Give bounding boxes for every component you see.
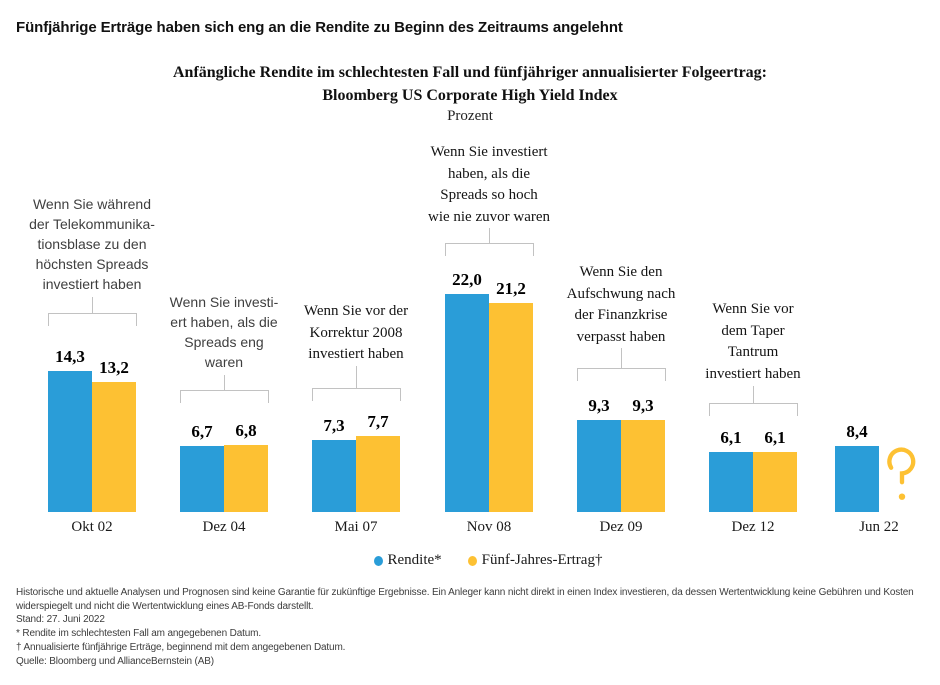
value-label-jun-22-0: 8,4 bbox=[846, 422, 868, 441]
x-axis-label-dez-04: Dez 04 bbox=[202, 519, 246, 535]
bracket-tick-right-dez-12 bbox=[797, 403, 798, 416]
value-label-nov-08-1: 21,2 bbox=[496, 279, 526, 298]
bracket-bar-nov-08 bbox=[445, 243, 533, 244]
value-label-okt-02-1: 13,2 bbox=[99, 358, 129, 377]
source-line: Quelle: Bloomberg und AllianceBernstein … bbox=[16, 655, 214, 667]
bracket-tick-left-mai-07 bbox=[312, 388, 313, 401]
bracket-bar-dez-09 bbox=[577, 368, 665, 369]
bracket-stem-mai-07 bbox=[356, 366, 357, 388]
disclaimer-line-2: widerspiegelt und nicht die Wertentwickl… bbox=[16, 600, 314, 612]
bracket-bar-okt-02 bbox=[48, 313, 136, 314]
bar-rendite-dez-04 bbox=[180, 446, 224, 512]
bracket-tick-left-dez-04 bbox=[180, 390, 181, 403]
bracket-bar-mai-07 bbox=[312, 388, 400, 389]
as-of-date: Stand: 27. Juni 2022 bbox=[16, 614, 105, 626]
legend-label-rendite: Rendite* bbox=[387, 552, 442, 568]
x-axis-label-mai-07: Mai 07 bbox=[334, 519, 378, 535]
bar-rendite-mai-07 bbox=[312, 440, 356, 512]
disclaimer-line-1: Historische und aktuelle Analysen und Pr… bbox=[16, 587, 914, 598]
bar-fünf-jahres-ertrag-dez-04 bbox=[224, 445, 268, 512]
bracket-tick-left-nov-08 bbox=[445, 243, 446, 256]
chart-unit-label: Prozent bbox=[447, 108, 493, 124]
bar-fünf-jahres-ertrag-okt-02 bbox=[92, 382, 136, 512]
value-label-dez-04-0: 6,7 bbox=[191, 422, 213, 441]
bracket-stem-dez-09 bbox=[621, 348, 622, 368]
annotation-dez-04: Wenn Sie investi- ert haben, als die Spr… bbox=[169, 294, 279, 370]
annotation-okt-02: Wenn Sie während der Telekommunika- tion… bbox=[29, 196, 155, 292]
value-label-dez-12-0: 6,1 bbox=[720, 428, 742, 447]
bracket-tick-right-dez-09 bbox=[665, 368, 666, 381]
value-label-dez-12-1: 6,1 bbox=[764, 428, 786, 447]
bracket-stem-dez-04 bbox=[224, 375, 225, 390]
bracket-tick-right-mai-07 bbox=[400, 388, 401, 401]
legend-dot-yellow-icon bbox=[467, 555, 477, 566]
page-title: Fünfjährige Erträge haben sich eng an di… bbox=[16, 19, 623, 36]
chart-title-line1: Anfängliche Rendite im schlechtesten Fal… bbox=[172, 64, 767, 81]
legend-label-fuenf-jahres-ertrag: Fünf-Jahres-Ertrag† bbox=[481, 552, 603, 568]
x-axis-label-dez-09: Dez 09 bbox=[599, 519, 643, 535]
bracket-tick-left-dez-12 bbox=[709, 403, 710, 416]
legend-item-rendite: Rendite* bbox=[373, 552, 442, 569]
bar-rendite-okt-02 bbox=[48, 371, 92, 512]
value-label-mai-07-0: 7,3 bbox=[323, 416, 345, 435]
bracket-tick-right-dez-04 bbox=[268, 390, 269, 403]
x-axis-label-okt-02: Okt 02 bbox=[71, 519, 113, 535]
legend-dot-blue-icon bbox=[373, 555, 383, 566]
footnote-dagger: † Annualisierte fünfjährige Erträge, beg… bbox=[16, 641, 346, 653]
value-label-okt-02-0: 14,3 bbox=[55, 347, 85, 366]
legend-item-fuenf-jahres-ertrag: Fünf-Jahres-Ertrag† bbox=[467, 552, 603, 569]
value-label-dez-09-0: 9,3 bbox=[588, 396, 610, 415]
x-axis-label-dez-12: Dez 12 bbox=[731, 519, 775, 535]
annotation-nov-08: Wenn Sie investiert haben, als die Sprea… bbox=[427, 144, 551, 225]
bar-rendite-jun-22 bbox=[835, 446, 879, 512]
footnote-star: * Rendite im schlechtesten Fall am angeg… bbox=[16, 628, 261, 640]
bracket-bar-dez-12 bbox=[709, 403, 797, 404]
chart-title-line2: Bloomberg US Corporate High Yield Index bbox=[322, 87, 618, 104]
bar-rendite-nov-08 bbox=[445, 294, 489, 512]
x-axis-label-jun-22: Jun 22 bbox=[859, 519, 899, 535]
x-axis-label-nov-08: Nov 08 bbox=[466, 519, 512, 535]
value-label-dez-04-1: 6,8 bbox=[235, 421, 257, 440]
bracket-tick-right-okt-02 bbox=[136, 313, 137, 326]
bracket-stem-nov-08 bbox=[489, 228, 490, 243]
chart-legend: Rendite* Fünf-Jahres-Ertrag† bbox=[18, 552, 940, 569]
bar-rendite-dez-09 bbox=[577, 420, 621, 512]
bracket-tick-right-nov-08 bbox=[533, 243, 534, 256]
bracket-tick-left-okt-02 bbox=[48, 313, 49, 326]
value-label-dez-09-1: 9,3 bbox=[632, 396, 654, 415]
footnotes-block: Historische und aktuelle Analysen und Pr… bbox=[16, 586, 931, 668]
bar-fünf-jahres-ertrag-mai-07 bbox=[356, 436, 400, 512]
value-label-nov-08-0: 22,0 bbox=[452, 270, 482, 289]
bar-rendite-dez-12 bbox=[709, 452, 753, 512]
value-label-mai-07-1: 7,7 bbox=[367, 412, 389, 431]
bracket-bar-dez-04 bbox=[180, 390, 268, 391]
annotation-mai-07: Wenn Sie vor der Korrektur 2008 investie… bbox=[303, 303, 409, 362]
annotation-dez-12: Wenn Sie vor dem Taper Tantrum investier… bbox=[705, 301, 801, 382]
bracket-tick-left-dez-09 bbox=[577, 368, 578, 381]
bar-fünf-jahres-ertrag-dez-12 bbox=[753, 452, 797, 512]
annotation-dez-09: Wenn Sie den Aufschwung nach der Finanzk… bbox=[566, 264, 676, 345]
bracket-stem-dez-12 bbox=[753, 386, 754, 403]
question-mark-icon bbox=[884, 446, 920, 506]
bracket-stem-okt-02 bbox=[92, 297, 93, 313]
bar-fünf-jahres-ertrag-nov-08 bbox=[489, 303, 533, 512]
bar-fünf-jahres-ertrag-dez-09 bbox=[621, 420, 665, 512]
